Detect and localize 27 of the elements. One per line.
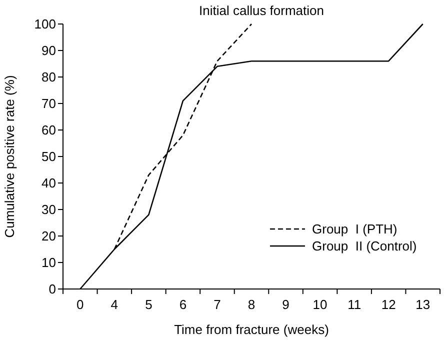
y-axis-title: Cumulative positive rate (%) — [2, 75, 17, 238]
y-tick-label: 100 — [34, 16, 56, 32]
x-tick-label: 11 — [348, 297, 362, 312]
y-tick-label: 80 — [42, 70, 56, 84]
x-tick-label: 0 — [76, 297, 84, 312]
y-tick-label: 0 — [48, 282, 56, 296]
x-tick-label: 8 — [248, 297, 256, 312]
x-tick-label: 6 — [179, 297, 187, 312]
x-tick-label: 9 — [282, 297, 290, 312]
chart-title: Initial callus formation — [199, 3, 324, 18]
x-tick-label: 12 — [381, 297, 396, 312]
y-tick-label: 60 — [42, 122, 56, 138]
y-tick-label: 70 — [42, 96, 56, 111]
x-tick-label: 7 — [214, 297, 221, 312]
y-tick-label: 30 — [42, 202, 56, 217]
x-tick-label: 13 — [416, 297, 430, 312]
y-tick-label: 10 — [42, 255, 56, 270]
legend-label: Group II (Control) — [312, 238, 417, 254]
legend-label: Group I (PTH) — [312, 222, 398, 236]
y-tick-label: 90 — [42, 43, 56, 58]
y-tick-label: 40 — [42, 176, 56, 190]
x-axis-title: Time from fracture (weeks) — [174, 322, 329, 337]
y-tick-label: 50 — [42, 149, 56, 164]
x-tick-label: 5 — [145, 297, 152, 312]
x-tick-label: 10 — [312, 297, 328, 312]
x-tick-label: 4 — [110, 297, 118, 312]
y-tick-label: 20 — [42, 228, 56, 244]
